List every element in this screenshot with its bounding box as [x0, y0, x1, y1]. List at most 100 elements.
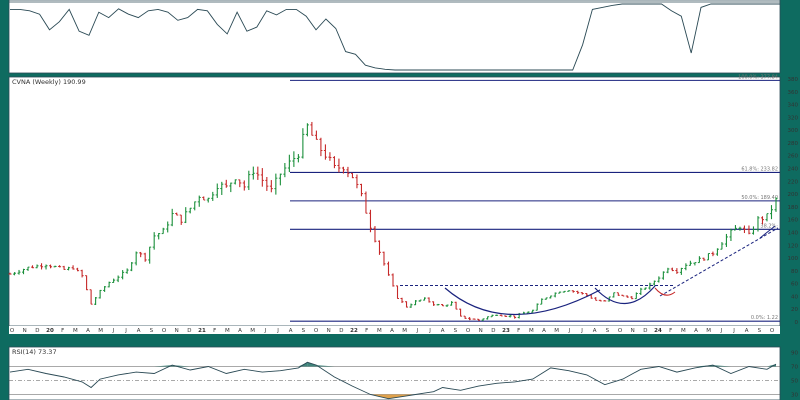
fib-label: 38.2%: — [760, 223, 778, 229]
price-tick-label: 80 — [791, 269, 798, 275]
price-panel-title: CVNA (Weekly) 190.99 — [12, 78, 86, 86]
date-tick-label: M — [377, 328, 382, 334]
date-tick-label: O — [618, 328, 623, 334]
date-tick-label: A — [745, 328, 749, 334]
date-tick-label: M — [225, 328, 230, 334]
rsi-overbought-fill — [298, 362, 308, 367]
price-tick-label: 20 — [791, 307, 798, 313]
date-tick-label: M — [402, 328, 407, 334]
date-tick-label: J — [580, 328, 583, 334]
rsi-tick-label: 50 — [791, 379, 798, 385]
price-tick-label: 120 — [788, 243, 799, 249]
fib-label: 0.0%: 1.22 — [751, 315, 778, 321]
date-tick-label: S — [606, 328, 610, 334]
date-tick-label: J — [428, 328, 431, 334]
handle-arc — [654, 287, 676, 296]
date-tick-label: M — [681, 328, 686, 334]
date-tick-label: N — [631, 328, 635, 334]
date-tick-label: A — [86, 328, 90, 334]
fib-label: 50.0%: 189.40 — [741, 195, 778, 201]
date-tick-label: A — [238, 328, 242, 334]
price-tick-label: 40 — [791, 294, 798, 300]
date-tick-label: D — [491, 328, 495, 334]
date-tick-label: D — [643, 328, 647, 334]
date-tick-label: N — [23, 328, 27, 334]
date-tick-label: D — [187, 328, 191, 334]
price-tick-label: 60 — [791, 282, 798, 288]
date-tick-label: 22 — [350, 328, 358, 334]
date-tick-label: D — [339, 328, 343, 334]
date-tick-label: O — [466, 328, 471, 334]
rsi-tick-label: 30 — [791, 393, 798, 399]
rsi-panel: RSI(14) 73.37 30 50 70 90 — [8, 346, 798, 400]
date-tick-label: M — [98, 328, 103, 334]
date-tick-label: J — [124, 328, 127, 334]
cup-arc-2 — [594, 285, 656, 305]
date-tick-label: O — [770, 328, 775, 334]
date-tick-label: A — [694, 328, 698, 334]
date-tick-label: J — [732, 328, 735, 334]
rsi-overbought-fill — [316, 365, 335, 367]
date-tick-label: A — [542, 328, 546, 334]
fibonacci-levels: 100.0%: 377.84 61.8%: 233.82 50.0%: 189.40… — [290, 74, 780, 322]
date-tick-label: J — [276, 328, 279, 334]
fib-label: 100.0%: 377.84 — [738, 74, 778, 80]
date-tick-label: N — [479, 328, 483, 334]
date-axis: O N D 20 F M A M J J A S O N D 21 F M A M J J A S O N D 22 F M A M J J A S O… — [9, 326, 780, 334]
price-panel-background — [8, 76, 781, 327]
date-tick-label: 24 — [654, 328, 662, 334]
date-tick-label: O — [314, 328, 319, 334]
price-tick-label: 200 — [788, 192, 799, 198]
rsi-overbought-fill — [712, 365, 731, 367]
date-axis-background — [9, 326, 780, 334]
date-tick-label: 20 — [46, 328, 54, 334]
date-tick-label: F — [365, 328, 368, 334]
date-tick-label: A — [289, 328, 293, 334]
price-tick-label: 220 — [788, 179, 799, 185]
date-tick-label: 23 — [502, 328, 510, 334]
date-tick-label: A — [137, 328, 141, 334]
small-trend — [759, 225, 776, 239]
date-tick-label: M — [554, 328, 559, 334]
price-y-axis: 0 20 40 60 80 100 120 140 160 180 200 220 240 260 280 3… — [788, 77, 799, 326]
top-indicator-line — [10, 3, 780, 71]
top-indicator-panel — [8, 0, 781, 74]
date-tick-label: J — [112, 328, 115, 334]
price-bars — [8, 121, 778, 321]
date-tick-label: 21 — [198, 328, 206, 334]
date-tick-label: S — [758, 328, 762, 334]
cup-arc-1 — [444, 287, 601, 316]
rsi-tick-label: 70 — [791, 365, 798, 371]
date-tick-label: F — [61, 328, 64, 334]
price-tick-label: 100 — [788, 256, 799, 262]
rsi-title: RSI(14) 73.37 — [12, 348, 57, 356]
price-tick-label: 340 — [788, 103, 799, 109]
price-tick-label: 0 — [795, 320, 799, 326]
rsi-overbought-fill — [154, 365, 173, 367]
date-tick-label: M — [529, 328, 534, 334]
rsi-tick-label: 90 — [791, 351, 798, 357]
date-tick-label: O — [10, 328, 15, 334]
date-tick-label: F — [669, 328, 672, 334]
date-tick-label: J — [568, 328, 571, 334]
fib-label: 61.8%: 233.82 — [741, 166, 778, 172]
date-tick-label: M — [706, 328, 711, 334]
price-tick-label: 180 — [788, 205, 799, 211]
price-tick-label: 140 — [788, 230, 799, 236]
date-tick-label: N — [175, 328, 179, 334]
date-tick-label: D — [35, 328, 39, 334]
price-tick-label: 320 — [788, 115, 799, 121]
date-tick-label: S — [302, 328, 306, 334]
date-tick-label: F — [517, 328, 520, 334]
rsi-panel-background — [8, 346, 781, 400]
date-tick-label: A — [593, 328, 597, 334]
date-tick-label: A — [441, 328, 445, 334]
date-tick-label: N — [327, 328, 331, 334]
rsi-oversold-fill — [388, 394, 398, 399]
price-tick-label: 300 — [788, 128, 799, 134]
date-tick-label: S — [150, 328, 154, 334]
price-tick-label: 160 — [788, 218, 799, 224]
date-tick-label: J — [416, 328, 419, 334]
price-tick-label: 240 — [788, 167, 799, 173]
